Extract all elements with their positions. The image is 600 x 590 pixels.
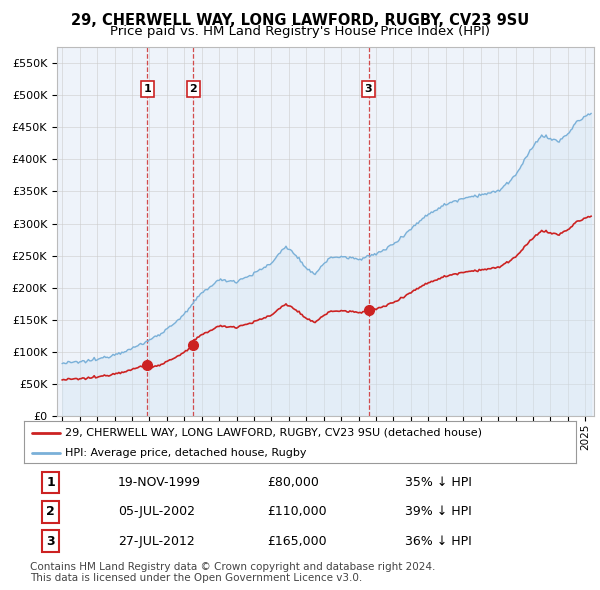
Text: 36% ↓ HPI: 36% ↓ HPI	[405, 535, 472, 548]
Text: 35% ↓ HPI: 35% ↓ HPI	[405, 476, 472, 489]
Text: HPI: Average price, detached house, Rugby: HPI: Average price, detached house, Rugb…	[65, 448, 307, 457]
Text: 3: 3	[46, 535, 55, 548]
Text: £110,000: £110,000	[267, 505, 326, 519]
Text: 29, CHERWELL WAY, LONG LAWFORD, RUGBY, CV23 9SU: 29, CHERWELL WAY, LONG LAWFORD, RUGBY, C…	[71, 13, 529, 28]
Text: £165,000: £165,000	[267, 535, 326, 548]
Text: 05-JUL-2002: 05-JUL-2002	[118, 505, 195, 519]
Text: Contains HM Land Registry data © Crown copyright and database right 2024.
This d: Contains HM Land Registry data © Crown c…	[30, 562, 436, 584]
Text: 2: 2	[46, 505, 55, 519]
Text: 39% ↓ HPI: 39% ↓ HPI	[405, 505, 472, 519]
Text: 1: 1	[46, 476, 55, 489]
Text: 29, CHERWELL WAY, LONG LAWFORD, RUGBY, CV23 9SU (detached house): 29, CHERWELL WAY, LONG LAWFORD, RUGBY, C…	[65, 428, 482, 438]
Text: Price paid vs. HM Land Registry's House Price Index (HPI): Price paid vs. HM Land Registry's House …	[110, 25, 490, 38]
Text: 27-JUL-2012: 27-JUL-2012	[118, 535, 194, 548]
Text: 19-NOV-1999: 19-NOV-1999	[118, 476, 201, 489]
Text: 1: 1	[143, 84, 151, 94]
Text: 2: 2	[189, 84, 197, 94]
Text: 3: 3	[365, 84, 373, 94]
Text: £80,000: £80,000	[267, 476, 319, 489]
